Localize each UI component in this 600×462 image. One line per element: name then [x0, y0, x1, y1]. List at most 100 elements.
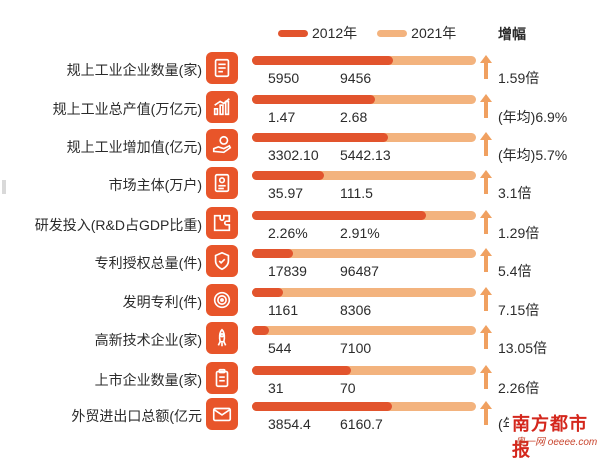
- bar-2021: [252, 171, 476, 180]
- category-label: 研发投入(R&D占GDP比重): [34, 217, 202, 233]
- growth-header: 增幅: [498, 26, 526, 42]
- value-label-2012: 35.97: [268, 185, 304, 201]
- bar-2021: [252, 288, 476, 297]
- value-label-2012: 3854.4: [268, 416, 311, 432]
- up-arrow-icon: [480, 170, 492, 194]
- chart-row: 规上工业增加值(亿元) 3302.10 5442.13 (年均)5.7%: [0, 129, 600, 169]
- growth-label: 7.15倍: [498, 302, 540, 318]
- chart-row: 市场主体(万户) 35.97 111.5 3.1倍: [0, 167, 600, 207]
- value-label-2021: 7100: [340, 340, 372, 356]
- bar-2021: [252, 133, 476, 142]
- category-label: 市场主体(万户): [108, 177, 202, 193]
- value-label-2012: 5950: [268, 70, 300, 86]
- up-arrow-icon: [480, 325, 492, 349]
- bar-2021: [252, 402, 476, 411]
- value-label-2012: 17839: [268, 263, 307, 279]
- growth-label: (年均)5.7%: [498, 147, 568, 163]
- value-label-2012: 1161: [268, 302, 299, 318]
- category-label: 规上工业总产值(万亿元): [52, 101, 202, 117]
- value-label-2012: 3302.10: [268, 147, 319, 163]
- up-arrow-icon: [480, 55, 492, 79]
- up-arrow-icon: [480, 287, 492, 311]
- bar-2021: [252, 366, 476, 375]
- chart-row: 规上工业企业数量(家) 5950 9456 1.59倍: [0, 52, 600, 92]
- legend-swatch-2021: [377, 29, 408, 37]
- growth-label: 5.4倍: [498, 263, 532, 279]
- bar-2012: [252, 366, 351, 375]
- legend: 2012年 2021年: [278, 24, 476, 42]
- up-arrow-icon: [480, 94, 492, 118]
- category-label: 规上工业增加值(亿元): [66, 139, 202, 155]
- chart-row: 上市企业数量(家) 31 70 2.26倍: [0, 362, 600, 402]
- document-list-icon: [206, 52, 238, 84]
- growth-label: 1.29倍: [498, 225, 540, 241]
- value-label-2021: 5442.13: [340, 147, 391, 163]
- growth-label: (年均)6.9%: [498, 109, 568, 125]
- value-label-2021: 6160.7: [340, 416, 383, 432]
- growth-label: 2.26倍: [498, 380, 540, 396]
- up-arrow-icon: [480, 210, 492, 234]
- newspaper-watermark: 南方都市报 奥一网 oeeee.com: [509, 409, 600, 460]
- chart-row: 发明专利(件) 1161 8306 7.15倍: [0, 284, 600, 324]
- value-label-2021: 9456: [340, 70, 372, 86]
- growth-label: 13.05倍: [498, 340, 548, 356]
- up-arrow-icon: [480, 365, 492, 389]
- bar-growth-icon: [206, 91, 238, 123]
- puzzle-icon: [206, 207, 238, 239]
- chart-row: 外贸进出口总额(亿元 3854.4 6160.7 (年: [0, 398, 600, 438]
- bar-2012: [252, 249, 293, 258]
- chart-row: 规上工业总产值(万亿元) 1.47 2.68 (年均)6.9%: [0, 91, 600, 131]
- legend-label-2012: 2012年: [312, 25, 358, 41]
- value-label-2021: 111.5: [340, 185, 373, 201]
- bar-2021: [252, 56, 476, 65]
- growth-label: 1.59倍: [498, 70, 540, 86]
- value-label-2021: 70: [340, 380, 356, 396]
- up-arrow-icon: [480, 248, 492, 272]
- bar-2021: [252, 95, 476, 104]
- legend-item-2021: 2021年: [377, 23, 456, 43]
- up-arrow-icon: [480, 401, 492, 425]
- rocket-icon: [206, 322, 238, 354]
- value-label-2021: 96487: [340, 263, 379, 279]
- bar-2012: [252, 288, 283, 297]
- bar-2012: [252, 133, 388, 142]
- legend-label-2021: 2021年: [411, 25, 457, 41]
- category-label: 上市企业数量(家): [94, 372, 202, 388]
- bar-2021: [252, 326, 476, 335]
- category-label: 高新技术企业(家): [94, 332, 202, 348]
- shield-check-icon: [206, 245, 238, 277]
- edge-mark: [2, 180, 6, 194]
- value-label-2012: 2.26%: [268, 225, 308, 241]
- hand-coin-icon: [206, 129, 238, 161]
- bar-2012: [252, 326, 269, 335]
- watermark-subtitle: 奥一网 oeeee.com: [515, 437, 598, 448]
- category-label: 发明专利(件): [122, 294, 202, 310]
- value-label-2021: 2.68: [340, 109, 368, 125]
- bar-2012: [252, 211, 426, 220]
- bar-2012: [252, 95, 375, 104]
- legend-item-2012: 2012年: [278, 23, 357, 43]
- value-label-2021: 2.91%: [340, 225, 380, 241]
- legend-swatch-2012: [278, 29, 308, 37]
- category-label: 专利授权总量(件): [94, 255, 202, 271]
- category-label: 外贸进出口总额(亿元: [71, 408, 202, 424]
- target-icon: [206, 284, 238, 316]
- bar-2012: [252, 171, 324, 180]
- clipboard-icon: [206, 362, 238, 394]
- chart-row: 研发投入(R&D占GDP比重) 2.26% 2.91% 1.29倍: [0, 207, 600, 247]
- bar-2021: [252, 211, 476, 220]
- envelope-icon: [206, 398, 238, 430]
- chart-row: 高新技术企业(家) 544 7100 13.05倍: [0, 322, 600, 362]
- value-label-2012: 31: [268, 380, 284, 396]
- value-label-2021: 8306: [340, 302, 372, 318]
- up-arrow-icon: [480, 132, 492, 156]
- value-label-2012: 1.47: [268, 109, 296, 125]
- growth-label: 3.1倍: [498, 185, 532, 201]
- bar-2012: [252, 402, 392, 411]
- chart-row: 专利授权总量(件) 17839 96487 5.4倍: [0, 245, 600, 285]
- bar-2012: [252, 56, 393, 65]
- bar-2021: [252, 249, 476, 258]
- category-label: 规上工业企业数量(家): [66, 62, 202, 78]
- id-card-icon: [206, 167, 238, 199]
- value-label-2012: 544: [268, 340, 292, 356]
